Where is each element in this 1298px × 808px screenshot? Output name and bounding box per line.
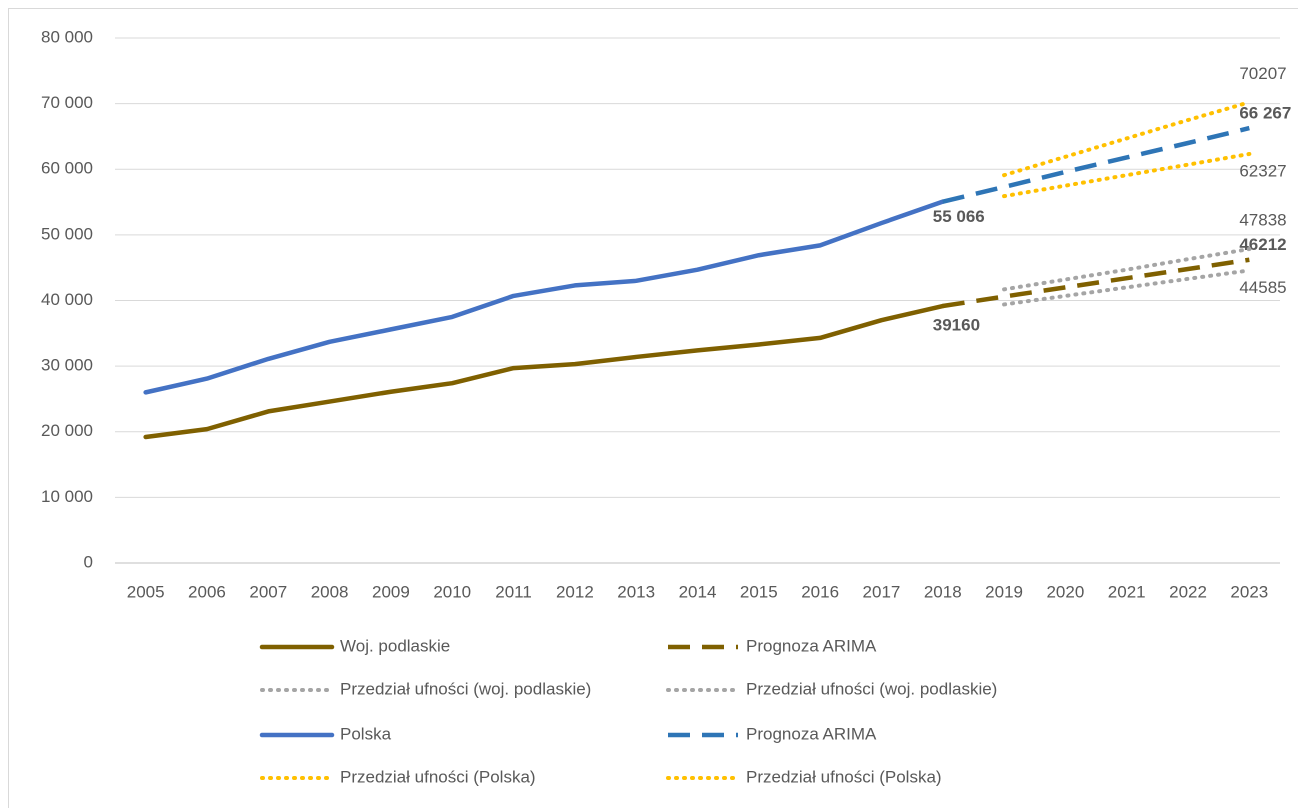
data-label: 39160 (933, 315, 980, 334)
y-tick-label: 40 000 (41, 290, 93, 309)
data-label: 70207 (1239, 64, 1286, 83)
x-tick-label: 2012 (556, 582, 594, 601)
legend-label: Przedział ufności (Polska) (340, 767, 536, 786)
x-tick-label: 2016 (801, 582, 839, 601)
data-label: 46212 (1239, 235, 1286, 254)
y-tick-label: 60 000 (41, 159, 93, 178)
x-tick-label: 2011 (495, 582, 532, 601)
x-tick-label: 2021 (1108, 582, 1146, 601)
series-line (143, 199, 946, 395)
x-tick-label: 2020 (1046, 582, 1084, 601)
x-tick-label: 2009 (372, 582, 410, 601)
x-tick-label: 2008 (311, 582, 349, 601)
series-line (1002, 100, 1252, 178)
x-tick-label: 2023 (1230, 582, 1268, 601)
x-tick-label: 2005 (127, 582, 165, 601)
x-tick-label: 2015 (740, 582, 778, 601)
series-line (143, 303, 946, 440)
x-tick-label: 2010 (433, 582, 471, 601)
y-tick-label: 70 000 (41, 93, 93, 112)
legend-label: Przedział ufności (Polska) (746, 767, 942, 786)
legend-label: Przedział ufności (woj. podlaskie) (746, 679, 997, 698)
y-tick-label: 50 000 (41, 224, 93, 243)
x-tick-label: 2006 (188, 582, 226, 601)
data-label: 44585 (1239, 278, 1286, 297)
series-line (1002, 151, 1252, 199)
data-label: 66 267 (1239, 104, 1291, 123)
x-tick-label: 2019 (985, 582, 1023, 601)
x-tick-label: 2017 (863, 582, 901, 601)
x-tick-label: 2022 (1169, 582, 1207, 601)
data-label: 47838 (1239, 211, 1286, 230)
y-tick-label: 10 000 (41, 487, 93, 506)
data-label: 55 066 (933, 207, 985, 226)
x-tick-label: 2014 (679, 582, 717, 601)
y-tick-label: 80 000 (41, 27, 93, 46)
series-line (942, 257, 1250, 309)
legend-label: Prognoza ARIMA (746, 724, 877, 743)
chart-border (8, 8, 1298, 808)
legend-label: Woj. podlaskie (340, 636, 450, 655)
series-line (1002, 247, 1252, 292)
y-tick-label: 20 000 (41, 421, 93, 440)
x-tick-label: 2013 (617, 582, 655, 601)
y-tick-label: 0 (84, 552, 93, 571)
legend-label: Prognoza ARIMA (746, 636, 877, 655)
y-tick-label: 30 000 (41, 356, 93, 375)
legend-label: Polska (340, 724, 392, 743)
x-tick-label: 2007 (249, 582, 287, 601)
x-tick-label: 2018 (924, 582, 962, 601)
legend-label: Przedział ufności (woj. podlaskie) (340, 679, 591, 698)
data-label: 62327 (1239, 161, 1286, 180)
series-line (942, 125, 1250, 204)
series-line (1002, 268, 1252, 307)
